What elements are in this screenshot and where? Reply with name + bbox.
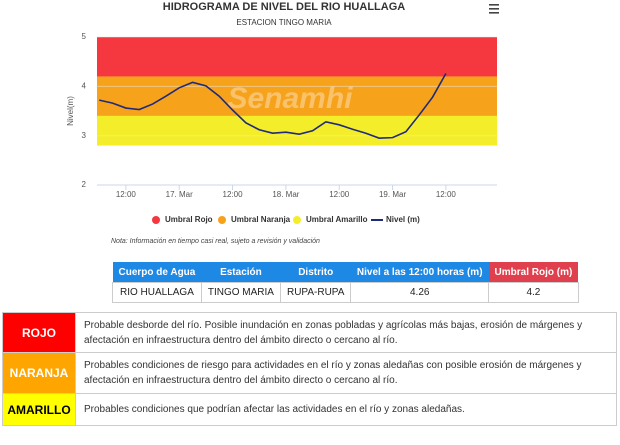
table-cell: RIO HUALLAGA	[112, 282, 202, 303]
station-table: Cuerpo de Agua Estación Distrito Nivel a la…	[112, 262, 579, 303]
header-cell: Umbral Rojo (m)	[488, 262, 579, 283]
header-cell: Cuerpo de Agua	[112, 262, 202, 283]
table-cell: RUPA-RUPA	[279, 282, 352, 303]
legend-label: Umbral Amarillo	[306, 215, 368, 224]
y-tick-label: 2	[82, 180, 87, 189]
x-tick-label: 12:00	[329, 190, 350, 199]
alert-level: AMARILLO	[2, 393, 76, 426]
threshold-band	[97, 37, 497, 77]
alert-level: ROJO	[2, 312, 76, 353]
x-tick-label: 18. Mar	[272, 190, 299, 199]
header-cell: Nivel a las 12:00 horas (m)	[350, 262, 489, 283]
alert-table: ROJO Probable desborde del río. Posible i…	[2, 312, 617, 426]
legend-marker	[152, 216, 160, 224]
x-tick-label: 19. Mar	[379, 190, 406, 199]
y-tick-label: 3	[82, 131, 87, 140]
table-row: RIO HUALLAGA TINGO MARIA RUPA-RUPA 4.26 4.2	[112, 282, 579, 303]
alert-level: NARANJA	[2, 352, 76, 394]
header-cell: Estación	[201, 262, 281, 283]
alert-description: Probables condiciones que podrían afecta…	[75, 393, 617, 426]
table-cell: 4.2	[488, 282, 579, 303]
chart-title: HIDROGRAMA DE NIVEL DEL RIO HUALLAGA	[163, 1, 405, 13]
menu-icon[interactable]	[489, 4, 499, 14]
chart-subtitle: ESTACION TINGO MARIA	[236, 18, 332, 27]
header-row: Cuerpo de Agua Estación Distrito Nivel a la…	[112, 262, 579, 283]
note: Nota: Información en tiempo casi real, s…	[111, 238, 320, 245]
legend-label: Nivel (m)	[386, 215, 420, 224]
legend-label: Umbral Rojo	[165, 215, 213, 224]
legend-label: Umbral Naranja	[231, 215, 291, 224]
x-tick-label: 12:00	[436, 190, 457, 199]
chart: HIDROGRAMA DE NIVEL DEL RIO HUALLAGA EST…	[66, 1, 499, 245]
alert-row: ROJO Probable desborde del río. Posible i…	[2, 312, 617, 353]
threshold-band	[97, 115, 497, 146]
threshold-band	[97, 76, 497, 116]
alert-row: NARANJA Probables condiciones de riesgo p…	[2, 352, 617, 394]
alert-description: Probables condiciones de riesgo para act…	[75, 352, 617, 394]
legend-marker	[218, 216, 226, 224]
y-tick-label: 5	[82, 32, 87, 41]
x-tick-label: 17. Mar	[166, 190, 193, 199]
alert-row: AMARILLO Probables condiciones que podría…	[2, 393, 617, 426]
y-axis-label: Nivel(m)	[66, 96, 75, 126]
table-cell: 4.26	[350, 282, 490, 303]
watermark: Senamhi	[227, 82, 353, 115]
alert-description: Probable desborde del río. Posible inund…	[75, 312, 617, 353]
y-tick-label: 4	[82, 81, 87, 90]
table-cell: TINGO MARIA	[200, 282, 281, 303]
header-cell: Distrito	[280, 262, 351, 283]
x-tick-label: 12:00	[116, 190, 137, 199]
level-line	[99, 73, 447, 139]
x-tick-label: 12:00	[223, 190, 244, 199]
legend-marker	[293, 216, 301, 224]
